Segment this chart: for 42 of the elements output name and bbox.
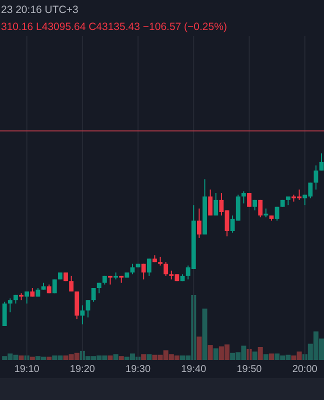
candlestick (274, 206, 280, 222)
bar (268, 354, 274, 360)
x-tick-label: 20:00 (292, 364, 318, 375)
x-tick-label: 19:30 (126, 364, 151, 375)
candlestick (69, 275, 74, 292)
candlestick (2, 301, 7, 326)
candlestick (241, 190, 246, 204)
text: 23 20:16 UTC+3 (1, 4, 78, 16)
x-tick-label: 19:20 (70, 364, 96, 375)
text: 310.16 L43095.64 C43135.43 −106.57 (−0.25%) (1, 21, 227, 33)
candlestick (141, 263, 146, 280)
bar (18, 355, 24, 360)
bar (258, 347, 263, 360)
candlestick (258, 199, 263, 218)
bar (263, 354, 268, 360)
candlestick (80, 304, 85, 325)
x-tick-label: 19:10 (14, 364, 40, 375)
bar (146, 354, 152, 360)
bar (113, 354, 118, 360)
candlestick (208, 189, 213, 216)
bar (252, 352, 258, 360)
bar (108, 355, 113, 360)
bar (30, 356, 35, 360)
bar (141, 354, 146, 360)
x-tick-label: 19:50 (236, 364, 262, 375)
candlestick (8, 298, 12, 313)
bar (202, 308, 208, 360)
candlestick (164, 262, 168, 276)
bar (46, 356, 52, 360)
candlestick (214, 192, 218, 216)
candlestick (314, 164, 318, 190)
candlestick (91, 288, 96, 302)
candlestick (197, 208, 202, 238)
bar (196, 336, 202, 360)
bar (213, 348, 218, 360)
candlestick (247, 192, 252, 208)
candlestick (24, 290, 30, 304)
bar (208, 345, 213, 360)
candlestick (146, 258, 152, 276)
bar (118, 356, 124, 360)
x-tick-label: 19:40 (181, 364, 207, 375)
candlestick (86, 300, 90, 318)
